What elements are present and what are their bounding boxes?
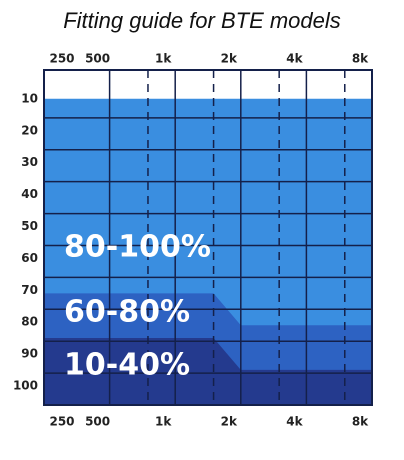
y-tick-label: 80 [21, 315, 38, 329]
region-label: 10-40% [64, 348, 190, 383]
x-tick-label: 1k [155, 52, 172, 66]
y-tick-label: 40 [21, 187, 38, 201]
y-tick-label: 70 [21, 283, 38, 297]
x-tick-label: 250 [49, 415, 74, 429]
region-label: 60-80% [64, 295, 190, 330]
x-tick-label: 4k [286, 415, 303, 429]
x-tick-label: 2k [221, 52, 238, 66]
x-tick-label: 2k [221, 415, 238, 429]
y-tick-label: 60 [21, 251, 38, 265]
x-tick-label: 1k [155, 415, 172, 429]
region-label: 80-100% [64, 230, 211, 265]
y-tick-label: 50 [21, 219, 38, 233]
x-tick-label: 500 [85, 415, 110, 429]
y-tick-label: 30 [21, 155, 38, 169]
y-tick-label: 20 [21, 123, 38, 137]
y-tick-label: 90 [21, 347, 38, 361]
y-tick-label: 10 [21, 91, 38, 105]
x-tick-label: 4k [286, 52, 303, 66]
x-tick-label: 500 [85, 52, 110, 66]
plot-border [43, 69, 373, 406]
x-tick-label: 8k [352, 415, 369, 429]
region [44, 338, 372, 405]
x-tick-label: 8k [352, 52, 369, 66]
chart-title: Fitting guide for BTE models [63, 8, 341, 33]
x-tick-label: 250 [49, 52, 74, 66]
y-tick-label: 100 [13, 379, 38, 393]
